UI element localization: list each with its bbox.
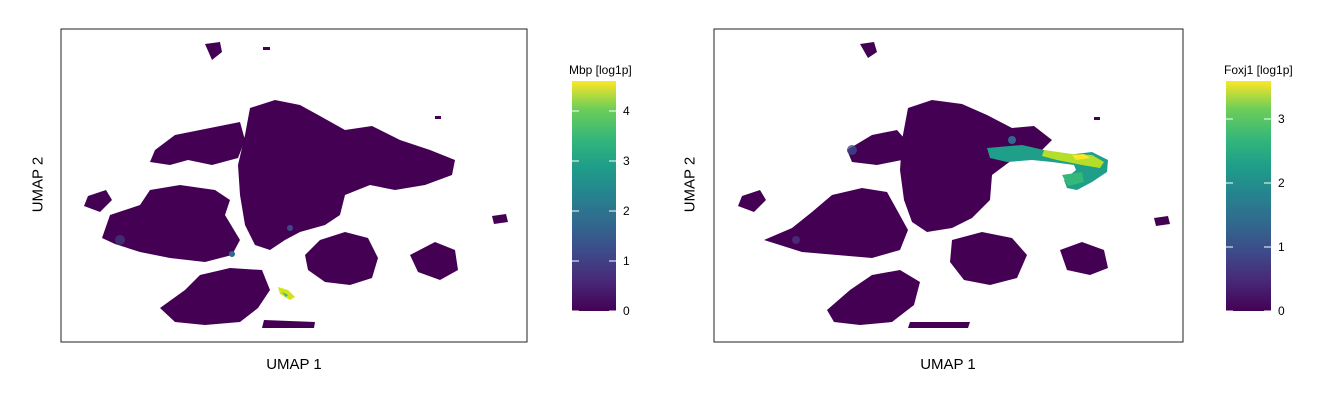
- x-axis-label: UMAP 1: [920, 356, 976, 373]
- chart-panel-mbp: UMAP 1 UMAP 2 Mbp [log1p] 0 1 2 3 4: [29, 28, 632, 373]
- colorbar-tick-label: 2: [623, 204, 630, 218]
- umap-plot-mbp: [60, 28, 616, 343]
- umap-plot-foxj1: [713, 28, 1271, 343]
- colorbar-foxj1: [1226, 81, 1271, 311]
- colorbar-tick-label: 1: [623, 254, 630, 268]
- cells-layer: [84, 42, 508, 328]
- colorbar-title: Foxj1 [log1p]: [1224, 63, 1293, 77]
- colorbar-tick-label: 0: [1278, 304, 1285, 318]
- y-axis-label: UMAP 2: [681, 156, 699, 213]
- colorbar-tick-label: 4: [623, 104, 630, 118]
- x-axis-label: UMAP 1: [266, 356, 322, 373]
- colorbar-mbp: [572, 81, 616, 311]
- plot-frame: [60, 28, 528, 343]
- colorbar-tick-label: 0: [623, 304, 630, 318]
- y-axis-label: UMAP 2: [29, 156, 47, 213]
- cells-layer: [738, 42, 1170, 328]
- colorbar-tick-label: 3: [623, 154, 630, 168]
- colorbar-tick-label: 3: [1278, 112, 1285, 126]
- colorbar-tick-label: 2: [1278, 176, 1285, 190]
- colorbar-tick-label: 1: [1278, 240, 1285, 254]
- colorbar-title: Mbp [log1p]: [569, 63, 632, 77]
- chart-panel-foxj1: UMAP 1 UMAP 2 Foxj1 [log1p] 0 1 2 3: [672, 0, 1344, 403]
- plot-frame: [713, 28, 1184, 343]
